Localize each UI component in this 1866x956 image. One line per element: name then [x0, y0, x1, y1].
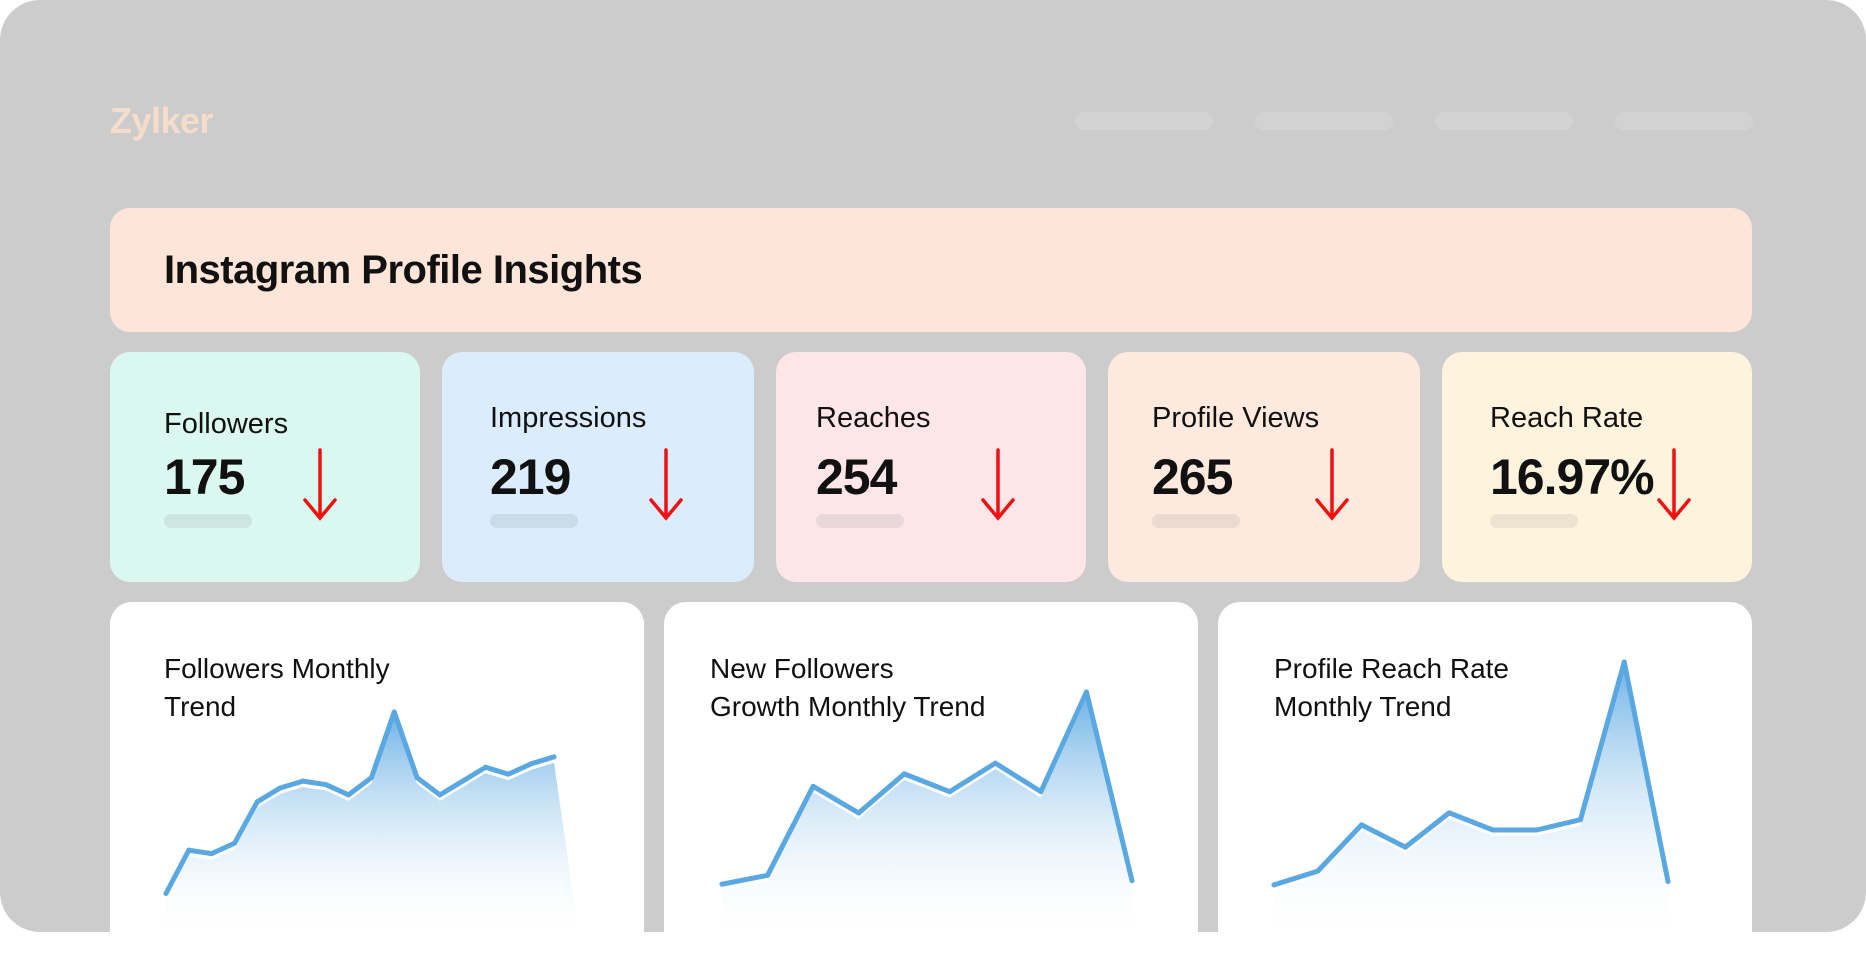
kpi-label: Reach Rate [1490, 402, 1644, 434]
nav-item-3[interactable] [1435, 112, 1573, 130]
chart-point-5 [1490, 827, 1496, 833]
page-title: Instagram Profile Insights [164, 248, 643, 292]
trend-down-arrow-icon [649, 448, 683, 521]
chart-point-10 [391, 709, 397, 715]
chart-point-5 [947, 789, 953, 795]
chart-point-3 [856, 810, 862, 816]
chart-point-4 [901, 771, 907, 777]
reach-rate-trend-chart [1271, 659, 1671, 932]
chart-point-1 [765, 872, 771, 878]
kpi-card-profile-views[interactable]: Profile Views 265 [1108, 352, 1420, 582]
kpi-placeholder-bar [816, 514, 904, 528]
brand-logo[interactable]: Zylker [110, 100, 214, 141]
nav-item-2[interactable] [1255, 112, 1393, 130]
chart-point-2 [810, 783, 816, 789]
chart-title: New Followers Growth Monthly Trend [710, 653, 986, 722]
chart-point-12 [437, 792, 443, 798]
kpi-value: 175 [164, 449, 245, 505]
chart-point-0 [719, 881, 725, 887]
kpi-value: 219 [490, 449, 571, 505]
trend-down-arrow-icon [981, 448, 1015, 521]
chart-point-17 [551, 754, 557, 760]
chart-point-9 [1129, 878, 1135, 884]
chart-point-6 [1534, 827, 1540, 833]
chart-point-9 [368, 775, 374, 781]
chart-series-line [719, 689, 1135, 887]
kpi-placeholder-bar [1152, 514, 1240, 528]
chart-point-4 [254, 799, 260, 805]
chart-point-0 [1271, 882, 1277, 888]
chart-point-16 [528, 761, 534, 767]
chart-title: Followers Monthly Trend [164, 653, 390, 722]
kpi-card-impressions[interactable]: Impressions 219 [442, 352, 754, 582]
chart-point-6 [300, 778, 306, 784]
chart-point-3 [1402, 844, 1408, 850]
chart-point-11 [414, 775, 420, 781]
nav-item-4[interactable] [1615, 112, 1753, 130]
kpi-placeholder-bar [490, 514, 578, 528]
insights-banner: Instagram Profile Insights [110, 208, 1752, 332]
chart-point-4 [1446, 810, 1452, 816]
chart-point-7 [1577, 817, 1583, 823]
chart-point-8 [1621, 659, 1627, 665]
chart-point-2 [1359, 822, 1365, 828]
chart-point-0 [163, 890, 169, 896]
chart-title: Profile Reach Rate Monthly Trend [1274, 653, 1510, 722]
chart-series-line [163, 709, 557, 896]
kpi-label: Followers [164, 408, 289, 440]
kpi-label: Profile Views [1152, 402, 1320, 434]
chart-point-9 [1665, 878, 1671, 884]
chart-area-fill [722, 698, 1132, 932]
kpi-label: Impressions [490, 402, 647, 434]
chart-point-6 [992, 760, 998, 766]
followers-trend-chart [163, 709, 579, 932]
kpi-value: 16.97% [1490, 449, 1655, 505]
trend-down-arrow-icon [1315, 448, 1349, 521]
kpi-card-reaches[interactable]: Reaches 254 [776, 352, 1086, 582]
kpi-placeholder-bar [1490, 514, 1578, 528]
chart-point-8 [1083, 689, 1089, 695]
chart-point-8 [346, 792, 352, 798]
chart-series-line [1271, 659, 1671, 888]
trend-down-arrow-icon [303, 448, 337, 521]
trend-down-arrow-icon [1657, 448, 1691, 521]
chart-point-14 [483, 764, 489, 770]
chart-point-7 [323, 782, 329, 788]
chart-card-reach-rate-trend[interactable]: Profile Reach Rate Monthly Trend [1218, 602, 1752, 932]
kpi-card-reach-rate[interactable]: Reach Rate 16.97% [1442, 352, 1752, 582]
chart-point-1 [1315, 868, 1321, 874]
chart-point-2 [209, 851, 215, 857]
chart-point-13 [460, 778, 466, 784]
kpi-card-followers[interactable]: Followers 175 [110, 352, 420, 582]
nav-item-1[interactable] [1075, 112, 1213, 130]
chart-point-7 [1038, 789, 1044, 795]
chart-point-15 [505, 771, 511, 777]
chart-point-3 [231, 840, 237, 846]
chart-area-fill [1274, 668, 1668, 932]
kpi-placeholder-bar [164, 514, 252, 528]
chart-card-new-followers-trend[interactable]: New Followers Growth Monthly Trend [664, 602, 1198, 932]
chart-card-followers-trend[interactable]: Followers Monthly Trend [110, 602, 644, 932]
kpi-label: Reaches [816, 402, 931, 434]
chart-point-1 [186, 847, 192, 853]
new-followers-trend-chart [719, 689, 1135, 932]
dashboard-frame: Zylker Instagram Profile Insights Follow… [0, 0, 1866, 932]
chart-area-fill [166, 718, 579, 932]
kpi-value: 254 [816, 449, 897, 505]
chart-point-5 [277, 785, 283, 791]
kpi-value: 265 [1152, 449, 1233, 505]
